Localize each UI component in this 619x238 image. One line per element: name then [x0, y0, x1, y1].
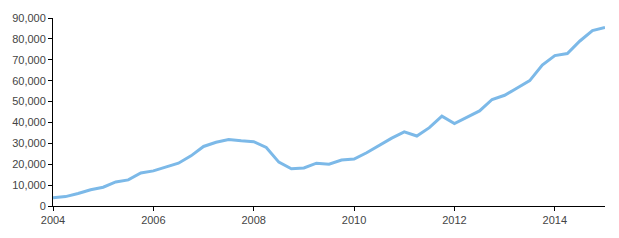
svg-text:2006: 2006 — [141, 214, 165, 226]
svg-text:10,000: 10,000 — [12, 179, 46, 191]
svg-text:60,000: 60,000 — [12, 75, 46, 87]
svg-text:70,000: 70,000 — [12, 54, 46, 66]
svg-text:2008: 2008 — [241, 214, 265, 226]
svg-text:20,000: 20,000 — [12, 158, 46, 170]
svg-text:0: 0 — [40, 200, 46, 212]
svg-text:50,000: 50,000 — [12, 95, 46, 107]
svg-text:80,000: 80,000 — [12, 33, 46, 45]
svg-text:90,000: 90,000 — [12, 12, 46, 24]
svg-text:2014: 2014 — [543, 214, 567, 226]
svg-text:2004: 2004 — [41, 214, 65, 226]
svg-text:40,000: 40,000 — [12, 116, 46, 128]
svg-text:2012: 2012 — [442, 214, 466, 226]
svg-text:30,000: 30,000 — [12, 137, 46, 149]
svg-text:2010: 2010 — [342, 214, 366, 226]
